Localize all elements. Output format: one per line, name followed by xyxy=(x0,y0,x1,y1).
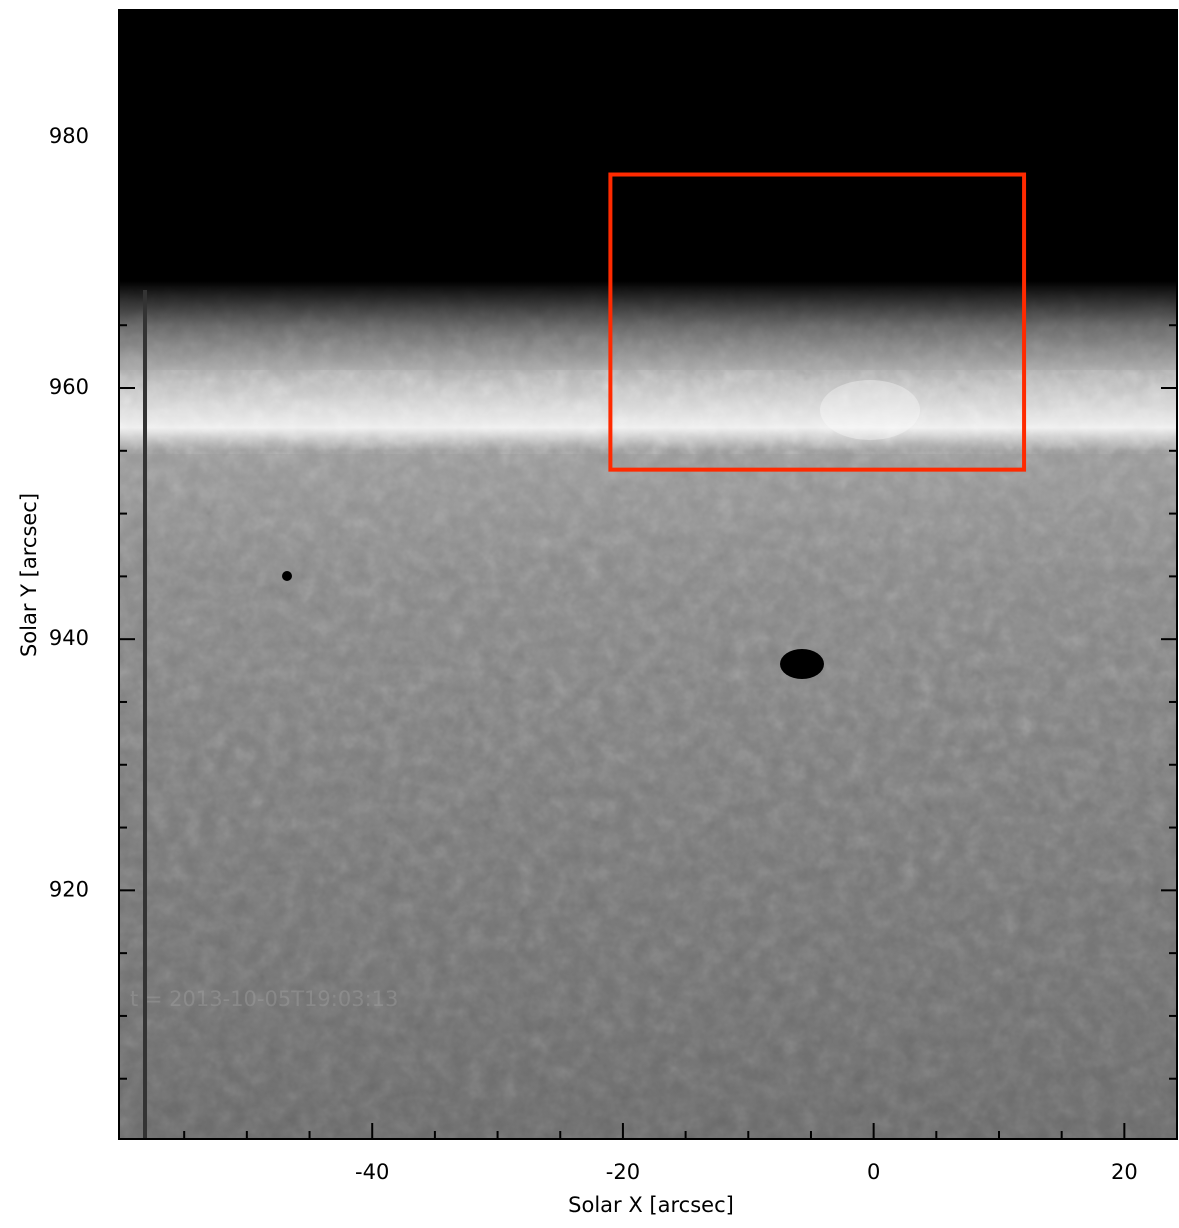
y-tick-label: 980 xyxy=(49,124,89,148)
x-tick-label: -40 xyxy=(355,1160,389,1184)
image-blob xyxy=(780,649,824,679)
bright-region xyxy=(820,380,920,440)
x-tick-label: -20 xyxy=(606,1160,640,1184)
y-tick-label: 920 xyxy=(49,877,89,901)
image-texture xyxy=(119,440,1177,1139)
y-tick-label: 960 xyxy=(49,375,89,399)
y-tick-label: 940 xyxy=(49,626,89,650)
x-tick-label: 0 xyxy=(867,1160,880,1184)
timestamp: t = 2013-10-05T19:03:13 xyxy=(130,987,398,1011)
y-axis-label: Solar Y [arcsec] xyxy=(17,493,41,657)
image-blob xyxy=(282,571,292,581)
x-tick-label: 20 xyxy=(1111,1160,1138,1184)
x-axis-label: Solar X [arcsec] xyxy=(568,1193,734,1217)
image-texture xyxy=(119,300,1177,440)
chart: t = 2013-10-05T19:03:13 Solar X [arcsec]… xyxy=(0,0,1179,1224)
solar-image xyxy=(119,10,1177,1139)
